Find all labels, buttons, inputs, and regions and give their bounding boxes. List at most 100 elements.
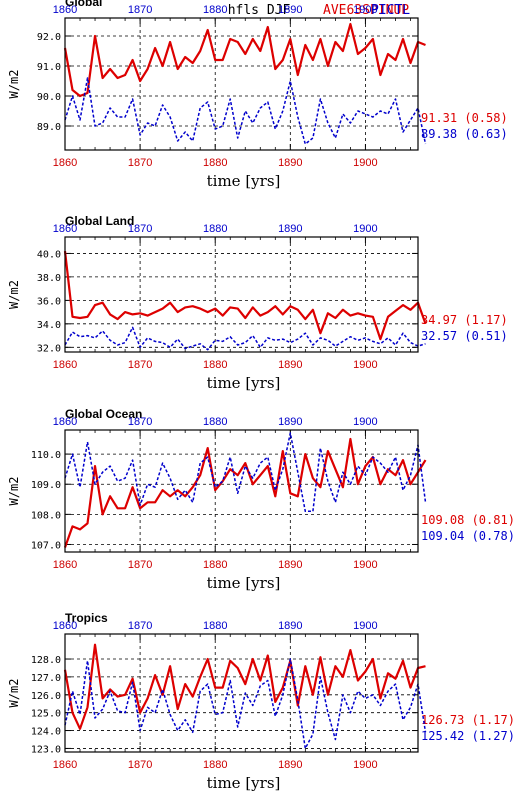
legend-blue-label: PICTL — [371, 3, 410, 18]
x-tick-label-top: 1880 — [203, 4, 227, 16]
y-tick-label: 89.0 — [37, 122, 61, 133]
x-tick-label: 1870 — [128, 759, 152, 771]
y-tick-label: 110.0 — [31, 450, 61, 461]
series-line-pictl — [64, 432, 427, 513]
y-tick-label: 107.0 — [31, 540, 61, 551]
x-tick-label-top: 1900 — [353, 4, 377, 16]
x-axis-label: time [yrs] — [207, 374, 281, 392]
legend-red-label: AVE63SPINUP — [323, 3, 409, 18]
series-line-pictl — [64, 77, 427, 145]
x-tick-label-top: 1860 — [53, 620, 77, 632]
y-tick-label: 125.0 — [31, 709, 61, 720]
y-tick-label: 126.0 — [31, 691, 61, 702]
chart-panel-3: Global Ocean1860186018701870188018801890… — [7, 407, 515, 592]
x-tick-label: 1860 — [53, 759, 77, 771]
x-tick-label: 1900 — [353, 359, 377, 371]
x-tick-label: 1890 — [278, 157, 302, 169]
x-tick-label: 1870 — [128, 559, 152, 571]
y-tick-label: 109.0 — [31, 480, 61, 491]
x-tick-label-top: 1880 — [203, 416, 227, 428]
series-annotation: 109.08 (0.81) — [421, 513, 515, 527]
y-tick-label: 92.0 — [37, 32, 61, 43]
x-tick-label: 1900 — [353, 157, 377, 169]
x-tick-label: 1880 — [203, 359, 227, 371]
chart-panel-2: Global Land18601860187018701880188018901… — [7, 214, 508, 392]
x-tick-label: 1890 — [278, 559, 302, 571]
chart-panel-4: Tropics186018601870187018801880189018901… — [7, 611, 515, 792]
x-tick-label-top: 1860 — [53, 416, 77, 428]
y-tick-label: 108.0 — [31, 510, 61, 521]
plot-frame — [64, 633, 419, 753]
plot-frame — [64, 17, 419, 151]
x-tick-label: 1880 — [203, 559, 227, 571]
series-line-ave63spinup — [63, 22, 426, 98]
y-tick-label: 124.0 — [31, 727, 61, 738]
y-tick-label: 32.0 — [37, 343, 61, 354]
y-axis-label: W/m2 — [7, 70, 21, 99]
series-annotation: 109.04 (0.78) — [421, 529, 515, 543]
panels: Global1860186018701870188018801890189019… — [7, 0, 515, 792]
panel-title: Global — [65, 0, 102, 9]
x-tick-label-top: 1900 — [353, 620, 377, 632]
x-tick-label: 1900 — [353, 559, 377, 571]
series-annotation: 34.97 (1.17) — [421, 313, 508, 327]
x-tick-label-top: 1870 — [128, 4, 152, 16]
y-axis-label: W/m2 — [7, 280, 21, 309]
x-tick-label: 1900 — [353, 759, 377, 771]
x-tick-label-top: 1870 — [128, 223, 152, 235]
y-tick-label: 123.0 — [31, 744, 61, 755]
x-tick-label-top: 1890 — [278, 416, 302, 428]
chart-panel-1: Global1860186018701870188018801890189019… — [7, 0, 508, 190]
y-tick-label: 90.0 — [37, 92, 61, 103]
x-tick-label: 1890 — [278, 359, 302, 371]
series-annotation: 32.57 (0.51) — [421, 329, 508, 343]
x-axis-label: time [yrs] — [207, 774, 281, 792]
x-tick-label-top: 1870 — [128, 620, 152, 632]
series-annotation: 91.31 (0.58) — [421, 111, 508, 125]
x-tick-label-top: 1890 — [278, 620, 302, 632]
panel-title: Global Ocean — [65, 407, 142, 421]
x-tick-label-top: 1860 — [53, 4, 77, 16]
y-tick-label: 128.0 — [31, 655, 61, 666]
x-tick-label: 1860 — [53, 559, 77, 571]
x-tick-label-top: 1900 — [353, 416, 377, 428]
y-tick-label: 34.0 — [37, 320, 61, 331]
y-tick-label: 36.0 — [37, 296, 61, 307]
x-tick-label-top: 1880 — [203, 620, 227, 632]
x-tick-label: 1860 — [53, 157, 77, 169]
x-tick-label: 1870 — [128, 157, 152, 169]
x-tick-label: 1890 — [278, 759, 302, 771]
figure-title: hfls DJF — [228, 3, 291, 18]
x-tick-label-top: 1890 — [278, 223, 302, 235]
series-annotation: 126.73 (1.17) — [421, 713, 515, 727]
series-line-pictl — [64, 326, 426, 351]
x-tick-label: 1880 — [203, 157, 227, 169]
x-tick-label: 1870 — [128, 359, 152, 371]
y-tick-label: 38.0 — [37, 273, 61, 284]
x-tick-label: 1860 — [53, 359, 77, 371]
plot-frame — [64, 236, 419, 353]
series-line-ave63spinup — [63, 437, 427, 548]
y-axis-label: W/m2 — [7, 679, 21, 708]
x-tick-label-top: 1860 — [53, 223, 77, 235]
series-line-pictl — [64, 658, 427, 750]
x-axis-label: time [yrs] — [207, 574, 281, 592]
x-tick-label-top: 1900 — [353, 223, 377, 235]
y-tick-label: 127.0 — [31, 673, 61, 684]
x-axis-label: time [yrs] — [207, 172, 281, 190]
x-tick-label-top: 1880 — [203, 223, 227, 235]
series-annotation: 89.38 (0.63) — [421, 127, 508, 141]
x-tick-label-top: 1890 — [278, 4, 302, 16]
panel-title: Global Land — [65, 214, 134, 228]
y-axis-label: W/m2 — [7, 477, 21, 506]
y-tick-label: 91.0 — [37, 62, 61, 73]
x-tick-label: 1880 — [203, 759, 227, 771]
series-line-ave63spinup — [63, 250, 427, 341]
panel-title: Tropics — [65, 611, 108, 625]
series-annotation: 125.42 (1.27) — [421, 729, 515, 743]
plot-frame — [64, 429, 419, 553]
y-tick-label: 40.0 — [37, 249, 61, 260]
series-line-ave63spinup — [63, 643, 426, 730]
x-tick-label-top: 1870 — [128, 416, 152, 428]
